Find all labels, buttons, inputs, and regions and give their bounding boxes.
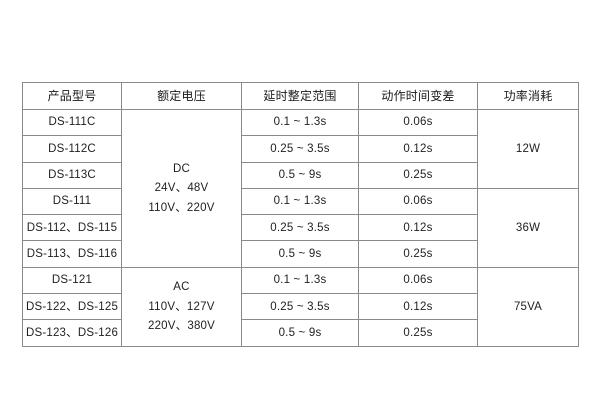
cell-model: DS-122、DS-125 — [22, 293, 122, 321]
relay-specification-table: 产品型号 额定电压 延时整定范围 动作时间变差 功率消耗 DS-111C DC 24V、48V… — [22, 82, 579, 347]
cell-time-variation: 0.12s — [358, 135, 478, 163]
cell-time-variation: 0.12s — [358, 214, 478, 242]
cell-delay-range: 0.5 ~ 9s — [241, 240, 359, 268]
cell-model: DS-123、DS-126 — [22, 319, 122, 347]
cell-model: DS-113C — [22, 161, 122, 189]
table-row: DS-113、DS-116 0.5 ~ 9s 0.25s — [22, 240, 579, 268]
cell-time-variation: 0.06s — [358, 266, 478, 295]
table-row: DS-122、DS-125 0.25 ~ 3.5s 0.12s — [22, 293, 579, 321]
cell-rated-voltage: DC 24V、48V 110V、220V — [121, 109, 242, 268]
cell-time-variation: 0.06s — [358, 108, 478, 137]
column-header-power: 功率消耗 — [477, 82, 579, 110]
cell-delay-range: 0.5 ~ 9s — [241, 161, 359, 189]
cell-model: DS-111C — [22, 108, 122, 137]
voltage-line: 110V、220V — [148, 201, 215, 214]
table-row: DS-121 AC 110V、127V 220V、380V 0.1 ~ 1.3s 0.06… — [22, 266, 579, 347]
cell-model: DS-112C — [22, 135, 122, 163]
voltage-line: 110V、127V — [148, 300, 215, 313]
cell-model: DS-112、DS-115 — [22, 214, 122, 242]
cell-rated-voltage: AC 110V、127V 220V、380V — [121, 266, 242, 347]
cell-model: DS-121 — [22, 266, 122, 295]
cell-time-variation: 0.25s — [358, 161, 478, 189]
cell-power-consumption: 36W — [477, 187, 579, 268]
voltage-line: AC — [173, 281, 190, 294]
cell-delay-range: 0.1 ~ 1.3s — [241, 187, 359, 216]
cell-time-variation: 0.25s — [358, 240, 478, 268]
specification-table-container: 产品型号 额定电压 延时整定范围 动作时间变差 功率消耗 DS-111C DC 24V、48V… — [22, 82, 579, 347]
column-header-model: 产品型号 — [22, 82, 122, 110]
table-header-row: 产品型号 额定电压 延时整定范围 动作时间变差 功率消耗 — [22, 82, 579, 110]
cell-time-variation: 0.06s — [358, 187, 478, 216]
voltage-line: DC — [172, 162, 190, 175]
cell-delay-range: 0.25 ~ 3.5s — [241, 135, 359, 163]
column-header-time_variation: 动作时间变差 — [358, 82, 478, 110]
cell-model: DS-111 — [22, 187, 122, 216]
table-row: DS-113C 0.5 ~ 9s 0.25s — [22, 161, 579, 189]
table-row: DS-111 0.1 ~ 1.3s 0.06s 36W — [22, 187, 579, 268]
cell-delay-range: 0.1 ~ 1.3s — [241, 266, 359, 295]
cell-power-consumption: 75VA — [477, 266, 579, 347]
cell-model: DS-113、DS-116 — [22, 240, 122, 268]
table-body: 产品型号 额定电压 延时整定范围 动作时间变差 功率消耗 DS-111C DC 24V、48V… — [22, 82, 579, 347]
table-row: DS-123、DS-126 0.5 ~ 9s 0.25s — [22, 319, 579, 347]
voltage-line: 220V、380V — [147, 319, 215, 332]
table-row: DS-112C 0.25 ~ 3.5s 0.12s — [22, 135, 579, 163]
column-header-delay_range: 延时整定范围 — [241, 82, 359, 110]
cell-delay-range: 0.5 ~ 9s — [241, 319, 359, 347]
table-row: DS-112、DS-115 0.25 ~ 3.5s 0.12s — [22, 214, 579, 242]
cell-time-variation: 0.12s — [358, 293, 478, 321]
table-row: DS-111C DC 24V、48V 110V、220V 0.1 ~ 1.3s 0.06s… — [22, 108, 579, 268]
cell-delay-range: 0.25 ~ 3.5s — [241, 214, 359, 242]
cell-time-variation: 0.25s — [358, 319, 478, 347]
cell-delay-range: 0.25 ~ 3.5s — [241, 293, 359, 321]
cell-power-consumption: 12W — [477, 109, 579, 189]
column-header-voltage: 额定电压 — [121, 82, 242, 110]
voltage-line: 24V、48V — [154, 182, 209, 195]
cell-delay-range: 0.1 ~ 1.3s — [241, 108, 359, 137]
